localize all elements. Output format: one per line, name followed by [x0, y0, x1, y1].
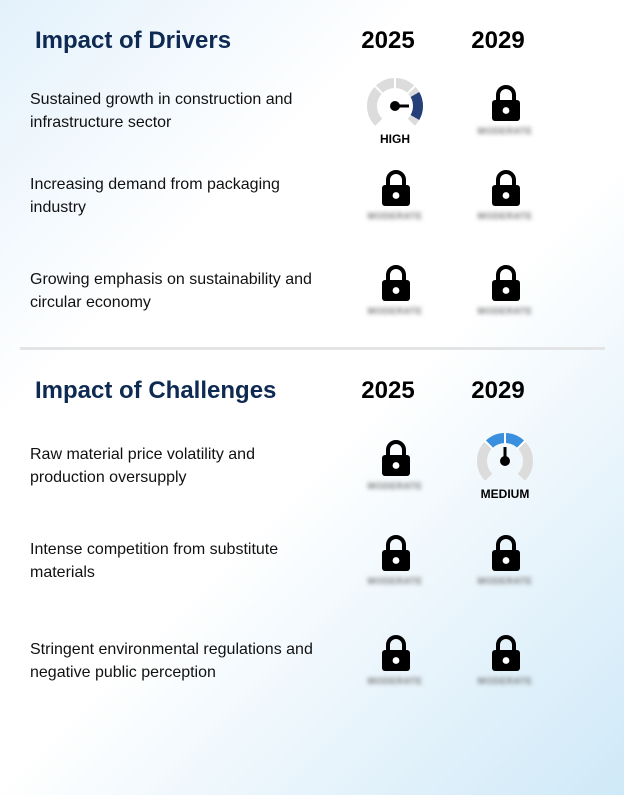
impact-row: Sustained growth in construction and inf…: [0, 78, 624, 168]
lock-icon[interactable]: [381, 534, 411, 572]
gauge-separator: [373, 84, 384, 95]
impact-row: Intense competition from substitute mate…: [0, 535, 624, 618]
lock-icon[interactable]: [491, 534, 521, 572]
lock-icon[interactable]: [381, 634, 411, 672]
lock-icon[interactable]: [381, 264, 411, 302]
lock-icon[interactable]: [491, 84, 521, 122]
locked-cell[interactable]: MODERATE: [355, 252, 435, 332]
section-divider: [20, 347, 605, 350]
gauge-separator: [483, 439, 494, 450]
locked-cell[interactable]: MODERATE: [465, 72, 545, 152]
impact-row: Increasing demand from packaging industr…: [0, 170, 624, 253]
blurred-level: MODERATE: [477, 576, 533, 586]
section-title: Impact of Drivers: [35, 27, 232, 54]
gauge-icon: [367, 78, 423, 126]
impact-row: Growing emphasis on sustainability and c…: [0, 265, 624, 348]
locked-cell[interactable]: MODERATE: [465, 157, 545, 237]
locked-cell[interactable]: MODERATE: [355, 157, 435, 237]
row-label: Stringent environmental regulations and …: [30, 641, 313, 681]
locked-cell[interactable]: MODERATE: [355, 622, 435, 702]
blurred-level: MODERATE: [477, 211, 533, 221]
impact-row: Stringent environmental regulations and …: [0, 635, 624, 718]
year-header: 2025: [361, 27, 415, 54]
blurred-level: MODERATE: [477, 306, 533, 316]
locked-cell[interactable]: MODERATE: [465, 522, 545, 602]
gauge-separator: [406, 84, 417, 95]
lock-icon[interactable]: [491, 264, 521, 302]
year-header: 2025: [361, 377, 415, 404]
year-header: 2029: [471, 27, 525, 54]
locked-cell[interactable]: MODERATE: [355, 427, 435, 507]
gauge-active-segment: [410, 92, 423, 120]
gauge-hub: [500, 456, 510, 466]
impact-cell: HIGH: [355, 72, 435, 152]
lock-icon[interactable]: [381, 439, 411, 477]
row-label: Growing emphasis on sustainability and c…: [30, 271, 312, 311]
locked-cell[interactable]: MODERATE: [465, 252, 545, 332]
impact-level: MEDIUM: [480, 487, 530, 501]
row-label: Sustained growth in construction and inf…: [30, 91, 293, 131]
blurred-level: MODERATE: [477, 126, 533, 136]
blurred-level: MODERATE: [367, 676, 423, 686]
blurred-level: MODERATE: [367, 576, 423, 586]
year-header: 2029: [471, 377, 525, 404]
impact-level: HIGH: [380, 132, 410, 146]
row-label: Increasing demand from packaging industr…: [30, 176, 280, 216]
locked-cell[interactable]: MODERATE: [355, 522, 435, 602]
gauge-separator: [516, 439, 527, 450]
blurred-level: MODERATE: [367, 306, 423, 316]
blurred-level: MODERATE: [367, 211, 423, 221]
impact-cell: MEDIUM: [465, 427, 545, 507]
row-label: Intense competition from substitute mate…: [30, 541, 279, 581]
section-title: Impact of Challenges: [35, 377, 277, 404]
gauge-icon: [477, 433, 533, 481]
blurred-level: MODERATE: [477, 676, 533, 686]
lock-icon[interactable]: [491, 634, 521, 672]
gauge-hub: [390, 101, 400, 111]
impact-row: Raw material price volatility and produc…: [0, 433, 624, 523]
lock-icon[interactable]: [381, 169, 411, 207]
blurred-level: MODERATE: [367, 481, 423, 491]
row-label: Raw material price volatility and produc…: [30, 446, 255, 486]
locked-cell[interactable]: MODERATE: [465, 622, 545, 702]
lock-icon[interactable]: [491, 169, 521, 207]
